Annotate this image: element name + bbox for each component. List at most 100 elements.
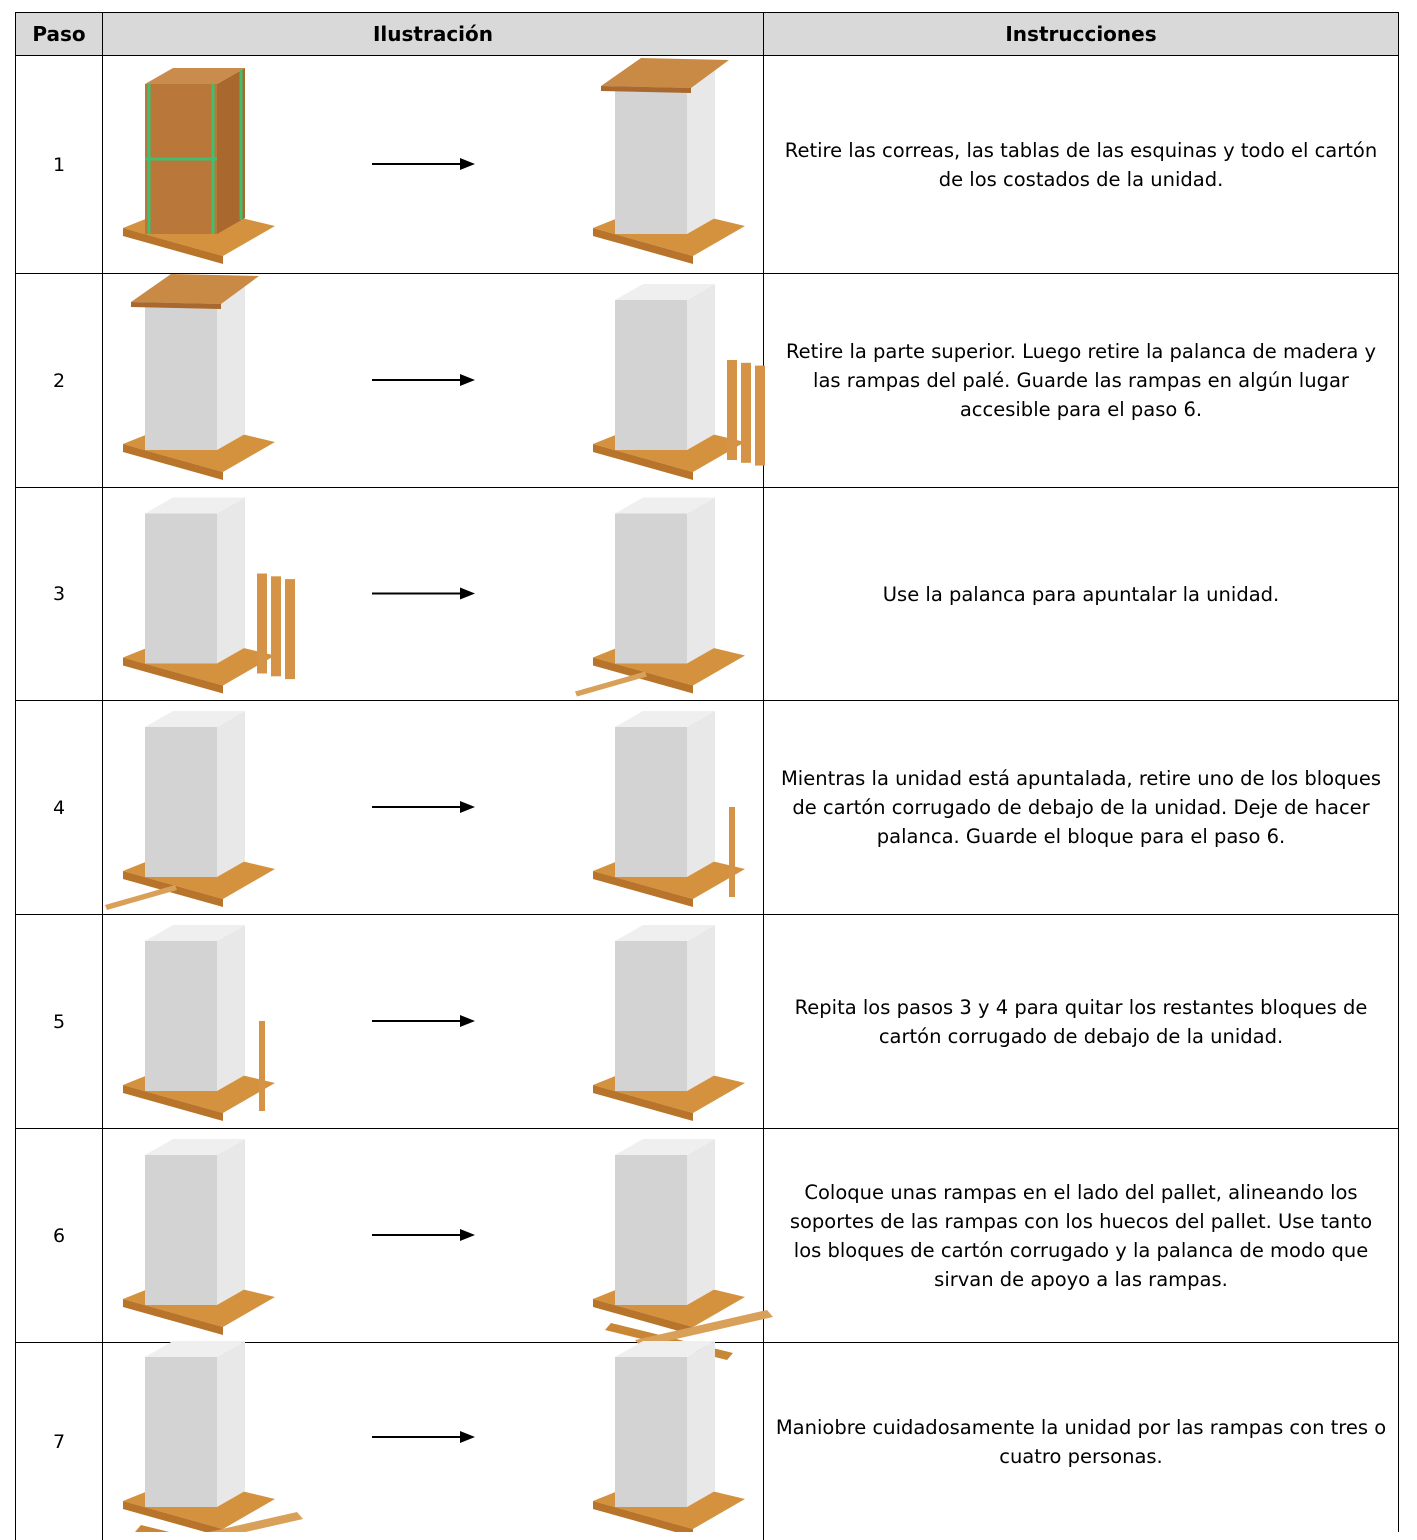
step-cell: 5: [15, 914, 102, 1128]
illustration-shape: [687, 68, 715, 234]
illustration-cell: [102, 914, 763, 1128]
step-cell: 6: [15, 1128, 102, 1342]
illustration-shape: [575, 671, 647, 697]
illustration-shape: [217, 284, 245, 450]
illustration-shape: [460, 1431, 475, 1443]
illustration-shape: [593, 1501, 693, 1532]
step-cell: 1: [15, 55, 102, 273]
illustration-shape: [593, 1299, 693, 1335]
illustration-shape: [593, 444, 693, 480]
illustration-shape: [615, 1341, 715, 1357]
illustration-shape: [593, 1085, 693, 1121]
illustration-shape: [615, 1357, 687, 1507]
illustration-shape: [217, 1341, 245, 1507]
illustration-shape: [123, 657, 223, 694]
illustration-shape: [615, 941, 687, 1091]
illustration-shape: [145, 1357, 217, 1507]
illustration-shape: [727, 360, 737, 460]
illustration-shape: [460, 158, 475, 170]
illustration-cell: [102, 1128, 763, 1342]
instruction-cell: Coloque unas rampas en el lado del palle…: [763, 1128, 1398, 1342]
illustration-shape: [131, 302, 221, 309]
illustration-shape: [217, 497, 245, 664]
illustration-shape: [123, 444, 223, 480]
illustration-shape: [615, 1155, 687, 1305]
illustration-shape: [145, 941, 217, 1091]
illustration-shape: [209, 1512, 303, 1532]
illustration-shape: [217, 1139, 245, 1305]
header-cell: Paso: [15, 12, 102, 55]
header-cell: Instrucciones: [763, 12, 1398, 55]
illustration-shape: [615, 727, 687, 877]
illustration-shape: [615, 497, 715, 514]
illustration-shape: [145, 497, 245, 514]
illustration-shape: [123, 1501, 223, 1532]
illustration-shape: [460, 374, 475, 386]
step-cell: 2: [15, 273, 102, 487]
illustration-shape: [687, 1139, 715, 1305]
illustration-cell: [102, 273, 763, 487]
illustration-shape: [460, 587, 475, 600]
illustration-shape: [257, 573, 267, 674]
instruction-cell: Repita los pasos 3 y 4 para quitar los r…: [763, 914, 1398, 1128]
instruction-cell: Mientras la unidad está apuntalada, reti…: [763, 700, 1398, 914]
illustration-shape: [729, 807, 735, 897]
illustration-shape: [271, 576, 281, 677]
illustration-shape: [145, 711, 245, 727]
illustration-shape: [635, 1310, 773, 1347]
illustration-shape: [285, 579, 295, 680]
illustration-shape: [217, 68, 245, 234]
illustration-shape: [687, 711, 715, 877]
illustration-cell: [102, 1342, 763, 1540]
illustration-shape: [687, 1341, 715, 1507]
illustration-shape: [123, 228, 223, 264]
illustration-shape: [217, 925, 245, 1091]
illustration-shape: [145, 68, 245, 84]
illustration-shape: [615, 284, 715, 300]
step-cell: 4: [15, 700, 102, 914]
illustration-shape: [259, 1021, 265, 1111]
header-cell: Ilustración: [102, 12, 763, 55]
illustration-shape: [601, 86, 691, 93]
illustration-shape: [145, 1155, 217, 1305]
illustration-shape: [460, 1015, 475, 1027]
illustration-shape: [593, 228, 693, 264]
illustration-cell: [102, 55, 763, 273]
instruction-cell: Use la palanca para apuntalar la unidad.: [763, 487, 1398, 700]
illustration-shape: [217, 711, 245, 877]
illustration-shape: [145, 925, 245, 941]
illustration-cell: [102, 487, 763, 700]
step-cell: 3: [15, 487, 102, 700]
instruction-cell: Maniobre cuidadosamente la unidad por la…: [763, 1342, 1398, 1540]
illustration-shape: [105, 885, 177, 910]
illustration-shape: [593, 871, 693, 907]
instruction-cell: Retire las correas, las tablas de las es…: [763, 55, 1398, 273]
illustration-shape: [615, 711, 715, 727]
illustration-shape: [145, 1341, 245, 1357]
illustration-shape: [615, 925, 715, 941]
illustration-shape: [601, 58, 729, 88]
illustration-shape: [687, 925, 715, 1091]
illustration-shape: [755, 365, 765, 466]
illustration-shape: [687, 284, 715, 450]
illustration-shape: [687, 497, 715, 664]
illustration-shape: [615, 513, 687, 664]
illustration-shape: [460, 801, 475, 813]
table-border: [1398, 12, 1399, 1532]
illustration-shape: [145, 727, 217, 877]
illustration-shape: [145, 513, 217, 664]
illustration-shape: [145, 1139, 245, 1155]
illustration-shape: [123, 1299, 223, 1335]
illustration-shape: [460, 1229, 475, 1241]
illustration-cell: [102, 700, 763, 914]
illustration-shape: [615, 1139, 715, 1155]
illustration-shape: [615, 84, 687, 234]
illustration-shape: [615, 300, 687, 450]
illustration-shape: [123, 1085, 223, 1121]
step-cell: 7: [15, 1342, 102, 1540]
illustration-shape: [131, 274, 259, 304]
illustration-shape: [741, 362, 751, 463]
illustration-shape: [145, 300, 217, 450]
